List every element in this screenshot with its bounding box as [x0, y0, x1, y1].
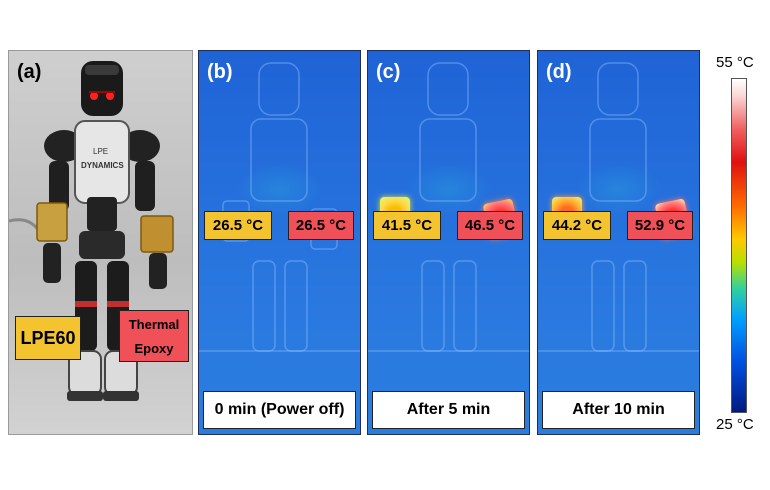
robot-chest-text-top: LPE — [93, 147, 109, 156]
temp-right-c: 46.5 °C — [457, 211, 523, 240]
temp-right-b: 26.5 °C — [288, 211, 354, 240]
caption-d: After 10 min — [542, 391, 695, 429]
thermal-epoxy-label-line1: Thermal — [128, 317, 180, 332]
lpe60-label: LPE60 — [15, 316, 81, 360]
panel-letter-d: (d) — [546, 61, 572, 83]
caption-c: After 5 min — [372, 391, 525, 429]
thermal-epoxy-label-line2: Epoxy — [134, 341, 174, 356]
colorbar-min-label: 25 °C — [716, 416, 754, 433]
thermal-epoxy-label: Thermal Epoxy — [119, 310, 189, 362]
temperature-colorbar — [731, 78, 747, 413]
panel-letter-b: (b) — [207, 61, 233, 83]
panel-letter-a: (a) — [17, 61, 42, 83]
robot-thermal-outline — [199, 62, 360, 352]
thermal-panel-d: (d) 44.2 °C 52.9 °C After 10 min — [537, 50, 700, 435]
robot-chest-text-bottom: DYNAMICS — [81, 161, 124, 170]
temp-left-b: 26.5 °C — [204, 211, 272, 240]
panel-letter-c: (c) — [376, 61, 401, 83]
robot-thermal-outline — [538, 62, 699, 352]
temp-right-d: 52.9 °C — [627, 211, 693, 240]
robot-thermal-outline — [368, 62, 529, 352]
colorbar-max-label: 55 °C — [716, 54, 754, 71]
temp-left-d: 44.2 °C — [543, 211, 611, 240]
temp-left-c: 41.5 °C — [373, 211, 441, 240]
thermal-panel-b: (b) 26.5 °C 26.5 °C 0 min (Power off) — [198, 50, 361, 435]
caption-b: 0 min (Power off) — [203, 391, 356, 429]
thermal-panel-c: (c) 41.5 °C 46.5 °C After 5 min — [367, 50, 530, 435]
robot-photo-illustration — [9, 61, 174, 401]
photo-panel-a: (a) LPE DYNAMICS LPE60 Thermal Epoxy — [8, 50, 193, 435]
